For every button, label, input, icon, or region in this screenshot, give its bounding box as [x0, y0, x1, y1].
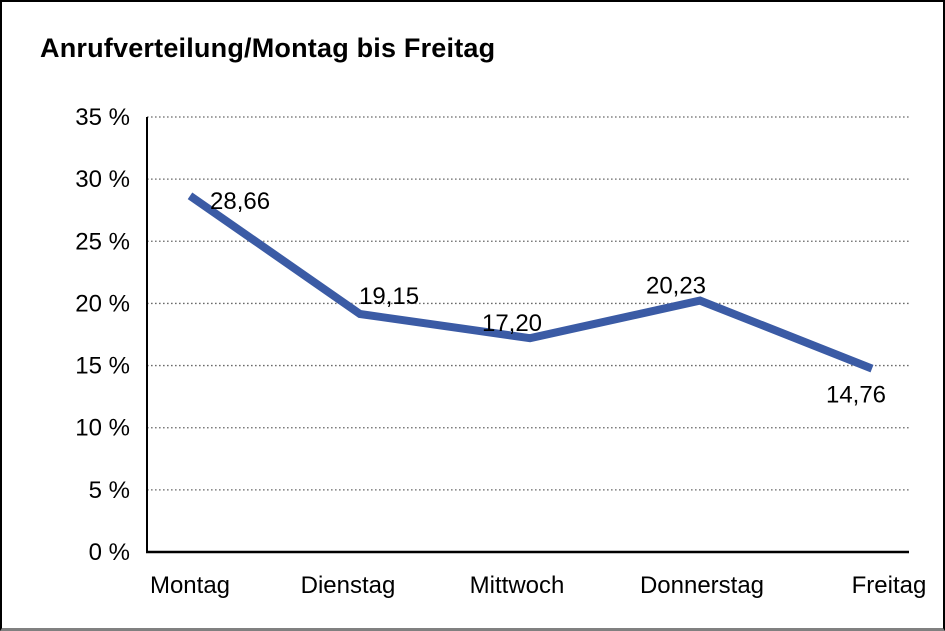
x-category-label: Freitag [852, 572, 927, 599]
y-tick-label: 5 % [89, 477, 130, 504]
data-point-label: 17,20 [482, 310, 542, 337]
x-category-label: Donnerstag [640, 572, 764, 599]
chart-title: Anrufverteilung/Montag bis Freitag [40, 33, 496, 63]
y-tick-label: 25 % [75, 228, 130, 255]
y-tick-label: 30 % [75, 166, 130, 193]
y-tick-label: 35 % [75, 104, 130, 131]
data-point-label: 19,15 [359, 283, 419, 310]
x-category-label: Montag [150, 572, 230, 599]
y-tick-label: 10 % [75, 415, 130, 442]
x-category-label: Mittwoch [470, 572, 565, 599]
data-point-label: 20,23 [646, 273, 706, 300]
data-point-label: 28,66 [210, 188, 270, 215]
x-category-label: Dienstag [301, 572, 396, 599]
y-tick-label: 20 % [75, 290, 130, 317]
y-tick-label: 15 % [75, 353, 130, 380]
data-point-label: 14,76 [826, 382, 886, 409]
y-tick-label: 0 % [89, 539, 130, 566]
data-series-line [187, 192, 874, 373]
